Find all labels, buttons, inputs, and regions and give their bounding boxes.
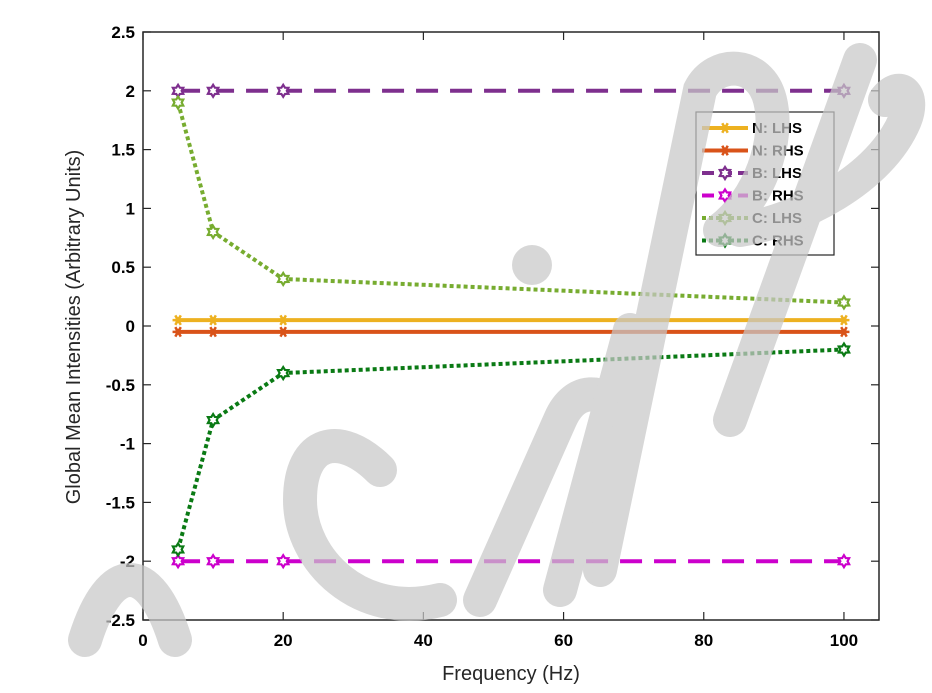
y-tick-label: 2.5 <box>111 23 135 42</box>
data-point <box>276 270 291 288</box>
data-point <box>171 553 186 570</box>
series-line <box>176 347 845 550</box>
legend-marker <box>719 122 731 134</box>
data-point <box>277 314 289 326</box>
data-point <box>836 553 851 570</box>
manuscript-watermark <box>68 43 926 657</box>
x-axis-label: Frequency (Hz) <box>442 663 580 685</box>
y-tick-label: 1.5 <box>111 141 135 160</box>
legend-marker <box>719 145 731 156</box>
x-tick-label: 40 <box>414 631 433 650</box>
series-line <box>176 102 845 305</box>
data-point <box>207 326 219 338</box>
x-tick-label: 20 <box>274 631 293 650</box>
data-point <box>277 326 289 338</box>
data-point <box>276 82 291 99</box>
series-n-rhs <box>172 326 850 338</box>
y-tick-label: 1 <box>126 199 135 218</box>
x-tick-label: 60 <box>554 631 573 650</box>
data-point <box>171 94 186 111</box>
y-tick-label: -0.5 <box>106 376 135 395</box>
series-n-lhs <box>172 314 850 326</box>
data-point <box>172 314 184 326</box>
data-point <box>206 223 221 240</box>
data-point <box>838 314 850 326</box>
y-tick-label: -1 <box>120 435 135 454</box>
data-point <box>206 553 221 570</box>
plot-area <box>171 82 851 570</box>
data-point <box>836 341 851 358</box>
y-tick-label: 0.5 <box>111 258 135 277</box>
x-tick-label: 80 <box>694 631 713 650</box>
data-point <box>207 314 219 326</box>
data-point <box>838 326 850 338</box>
series-c-rhs <box>171 341 851 558</box>
data-point <box>276 364 291 382</box>
y-tick-label: -2.5 <box>106 611 135 630</box>
y-tick-label: 2 <box>126 82 135 101</box>
data-point <box>206 82 221 99</box>
data-point <box>206 412 221 429</box>
data-point <box>171 541 186 558</box>
data-point <box>172 326 184 338</box>
y-axis-label: Global Mean Intensities (Arbitrary Units… <box>63 150 85 505</box>
y-tick-label: -1.5 <box>106 493 135 512</box>
legend-marker <box>718 164 732 182</box>
series-c-lhs <box>171 94 851 311</box>
data-point <box>276 553 291 570</box>
x-tick-label: 100 <box>830 631 858 650</box>
x-tick-label: 0 <box>138 631 147 650</box>
data-point <box>836 294 851 311</box>
y-tick-label: 0 <box>126 317 135 336</box>
legend-marker <box>718 187 732 204</box>
